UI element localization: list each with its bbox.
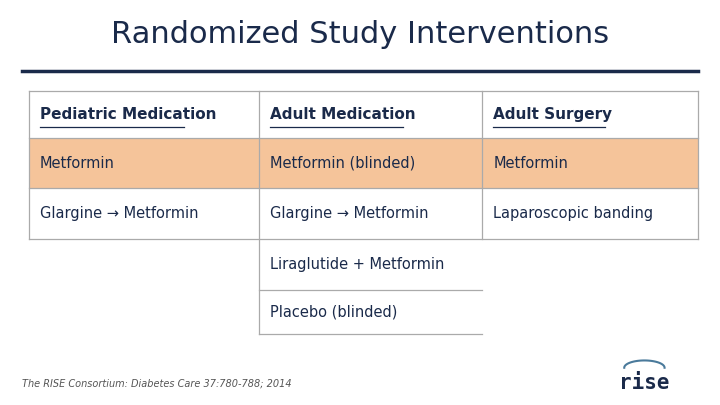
Text: Metformin (blinded): Metformin (blinded) [270, 156, 415, 171]
Text: The RISE Consortium: Diabetes Care 37:780-788; 2014: The RISE Consortium: Diabetes Care 37:78… [22, 379, 291, 389]
Bar [482, 239, 713, 338]
Text: Metformin: Metformin [40, 156, 114, 171]
Text: Adult Surgery: Adult Surgery [493, 107, 612, 122]
Text: Placebo (blinded): Placebo (blinded) [270, 304, 397, 320]
Text: Glargine → Metformin: Glargine → Metformin [40, 206, 198, 221]
Text: Liraglutide + Metformin: Liraglutide + Metformin [270, 257, 444, 272]
Bar [29, 138, 698, 188]
Text: Adult Medication: Adult Medication [270, 107, 415, 122]
Text: Metformin: Metformin [493, 156, 568, 171]
Text: Laparoscopic banding: Laparoscopic banding [493, 206, 653, 221]
Text: rise: rise [619, 373, 670, 393]
Text: Glargine → Metformin: Glargine → Metformin [270, 206, 428, 221]
Text: Pediatric Medication: Pediatric Medication [40, 107, 216, 122]
Bar [29, 239, 259, 338]
Text: Randomized Study Interventions: Randomized Study Interventions [111, 20, 609, 49]
